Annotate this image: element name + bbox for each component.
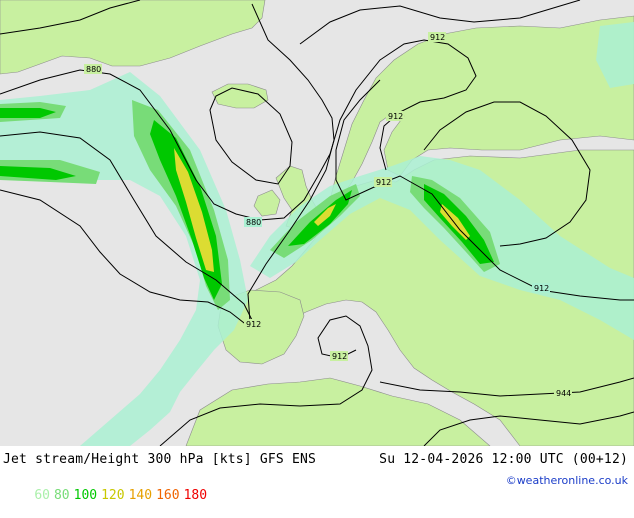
legend-item: 160 — [156, 488, 180, 503]
wind-speed-legend: 60 80 100 120 140 160 180 — [3, 473, 211, 518]
legend-item: 80 — [53, 488, 70, 503]
contour-label: 912 — [332, 352, 347, 361]
valid-datetime: Su 12-04-2026 12:00 UTC (00+12) — [379, 452, 628, 467]
legend-item: 60 — [34, 488, 50, 503]
legend-item: 180 — [183, 488, 208, 503]
contour-label: 944 — [556, 389, 571, 398]
map-title: Jet stream/Height 300 hPa [kts] GFS ENS — [3, 452, 317, 467]
footer-bar: Jet stream/Height 300 hPa [kts] GFS ENS … — [0, 446, 634, 503]
north-africa-land — [185, 377, 491, 446]
legend-item: 120 — [101, 488, 125, 503]
greenland-land — [0, 0, 266, 75]
contour-label: 880 — [86, 65, 101, 74]
jet-stream-map: 880 880 912 912 912 912 912 912 944 — [0, 0, 634, 446]
contour-label: 912 — [246, 320, 261, 329]
credit-link[interactable]: ©weatheronline.co.uk — [505, 474, 628, 487]
contour-label: 912 — [534, 284, 549, 293]
contour-labels: 880 880 912 912 912 912 912 912 944 — [84, 32, 572, 398]
contour-label: 880 — [246, 218, 261, 227]
legend-item: 140 — [128, 488, 153, 503]
contour-label: 912 — [388, 112, 403, 121]
jet-120kt-shading — [174, 148, 470, 272]
iceland-land — [211, 83, 269, 109]
legend-item: 100 — [73, 488, 98, 503]
contour-label: 912 — [430, 33, 445, 42]
contour-label: 912 — [376, 178, 391, 187]
ireland-land — [253, 189, 281, 217]
